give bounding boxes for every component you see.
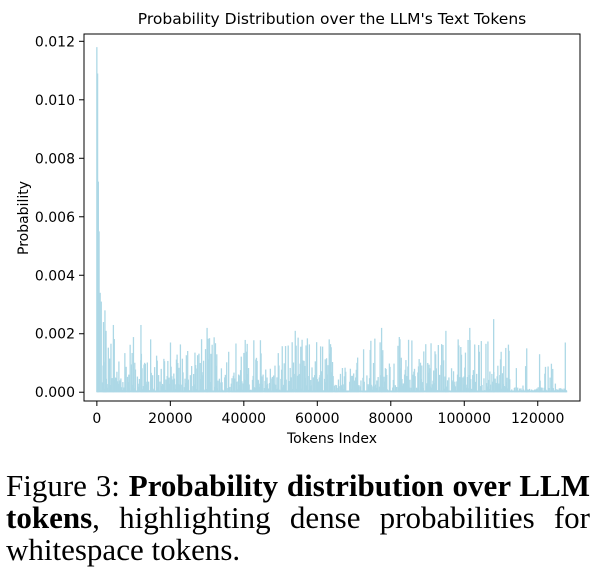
figure-caption: Figure 3: Probability distribution over … <box>6 470 590 566</box>
x-tick-label: 80000 <box>369 411 414 427</box>
caption-rest: , highlighting dense probabilities for w… <box>6 500 590 567</box>
x-tick-label: 60000 <box>295 411 340 427</box>
chart-title: Probability Distribution over the LLM's … <box>138 10 526 28</box>
y-tick-label: 0.000 <box>35 385 75 401</box>
x-tick-label: 0 <box>92 411 101 427</box>
y-tick-label: 0.006 <box>35 210 75 226</box>
x-axis: 0 20000 40000 60000 80000 100000 120000 <box>92 401 564 427</box>
x-axis-title: Tokens Index <box>286 431 377 447</box>
chart: Probability Distribution over the LLM's … <box>16 10 581 447</box>
bar-series <box>96 47 568 393</box>
caption-bold: Probability distribution over LLM tokens <box>6 468 590 535</box>
y-tick-label: 0.010 <box>35 93 75 109</box>
y-axis-title: Probability <box>16 181 32 255</box>
y-tick-label: 0.004 <box>35 268 75 284</box>
x-tick-label: 120000 <box>511 411 564 427</box>
caption-prefix: Figure 3: <box>6 468 129 503</box>
y-tick-label: 0.012 <box>35 34 75 50</box>
y-tick-label: 0.008 <box>35 151 75 167</box>
x-tick-label: 20000 <box>148 411 193 427</box>
plot-frame <box>83 33 581 402</box>
x-tick-label: 100000 <box>438 411 491 427</box>
x-tick-label: 40000 <box>222 411 267 427</box>
y-tick-label: 0.002 <box>35 327 75 343</box>
y-axis: 0.000 0.002 0.004 0.006 0.008 0.010 0.012 <box>35 34 84 401</box>
